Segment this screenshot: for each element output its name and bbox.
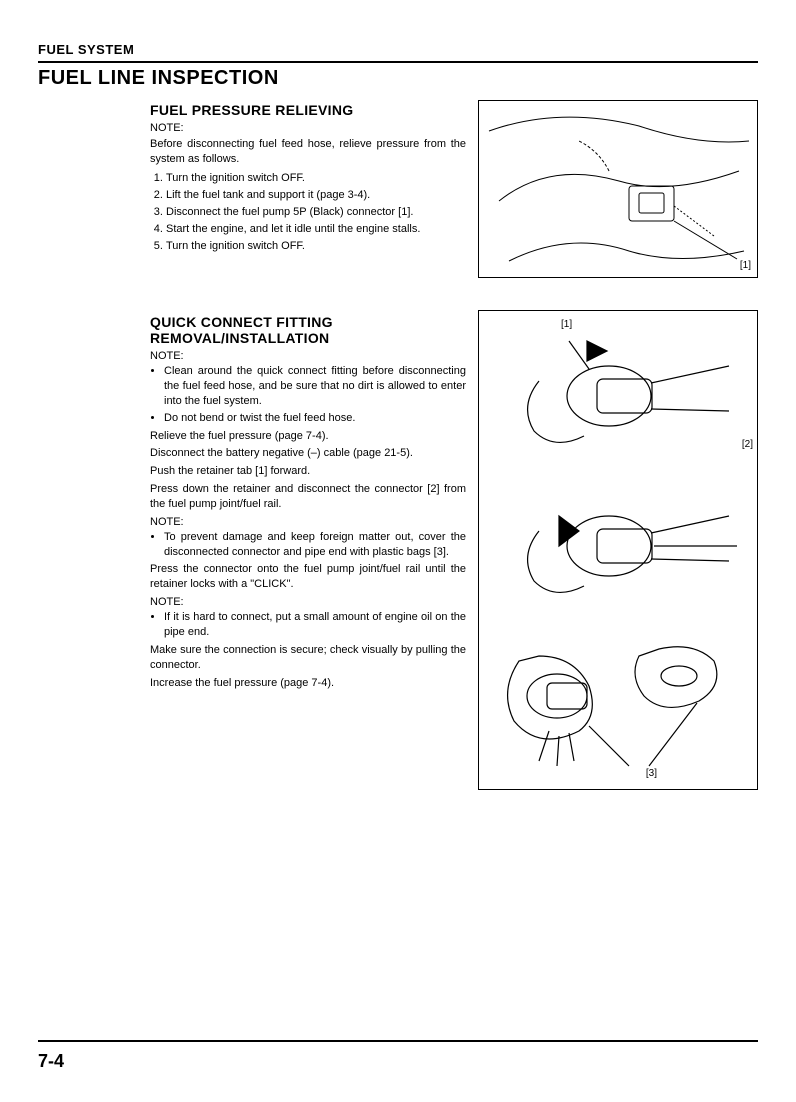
note-label: NOTE: [150,350,466,362]
steps-list: Turn the ignition switch OFF. Lift the f… [150,170,466,255]
diagram-svg [479,311,759,791]
subsection-fuel-pressure: FUEL PRESSURE RELIEVING NOTE: Before dis… [150,96,758,278]
figure-column: [1] [478,96,758,278]
footer-rule [38,1040,758,1042]
paragraph: Disconnect the battery negative (–) cabl… [150,446,466,461]
paragraph: Press the connector onto the fuel pump j… [150,562,466,592]
text-column: FUEL PRESSURE RELIEVING NOTE: Before dis… [150,96,466,258]
title-line: QUICK CONNECT FITTING [150,314,333,330]
paragraph: Press down the retainer and disconnect t… [150,482,466,512]
bullet-item: Clean around the quick connect fitting b… [164,364,466,409]
subsection-quick-connect: QUICK CONNECT FITTING REMOVAL/INSTALLATI… [150,308,758,790]
figure-column: [1] [2] [3] [478,308,758,790]
note-label: NOTE: [150,596,466,608]
text-column: QUICK CONNECT FITTING REMOVAL/INSTALLATI… [150,308,466,693]
step-item: Turn the ignition switch OFF. [166,238,466,255]
note-bullets: Clean around the quick connect fitting b… [150,364,466,425]
manual-page: FUEL SYSTEM FUEL LINE INSPECTION FUEL PR… [0,0,796,820]
step-item: Start the engine, and let it idle until … [166,221,466,238]
figure-connector-location: [1] [478,100,758,278]
note-label: NOTE: [150,516,466,528]
figure-quick-connect-steps: [1] [2] [3] [478,310,758,790]
paragraph: Increase the fuel pressure (page 7-4). [150,676,466,691]
note-bullets: If it is hard to connect, put a small am… [150,610,466,640]
paragraph: Push the retainer tab [1] forward. [150,464,466,479]
figure-callout: [3] [646,768,657,779]
subsection-title: QUICK CONNECT FITTING REMOVAL/INSTALLATI… [150,314,466,346]
section-title: FUEL LINE INSPECTION [38,67,758,90]
title-line: REMOVAL/INSTALLATION [150,330,329,346]
figure-callout: [1] [561,319,572,330]
bullet-item: To prevent damage and keep foreign matte… [164,530,466,560]
figure-callout: [1] [740,260,751,271]
diagram-svg [479,101,759,279]
bullet-item: If it is hard to connect, put a small am… [164,610,466,640]
step-item: Lift the fuel tank and support it (page … [166,187,466,204]
paragraph: Make sure the connection is secure; chec… [150,643,466,673]
subsection-title: FUEL PRESSURE RELIEVING [150,102,466,118]
note-label: NOTE: [150,122,466,134]
chapter-header: FUEL SYSTEM [38,42,758,63]
note-text: Before disconnecting fuel feed hose, rel… [150,137,466,167]
bullet-item: Do not bend or twist the fuel feed hose. [164,411,466,426]
figure-callout: [2] [742,439,753,450]
page-number: 7-4 [38,1051,64,1072]
step-item: Turn the ignition switch OFF. [166,170,466,187]
note-bullets: To prevent damage and keep foreign matte… [150,530,466,560]
step-item: Disconnect the fuel pump 5P (Black) conn… [166,204,466,221]
paragraph: Relieve the fuel pressure (page 7-4). [150,429,466,444]
content-area: FUEL PRESSURE RELIEVING NOTE: Before dis… [150,96,758,790]
